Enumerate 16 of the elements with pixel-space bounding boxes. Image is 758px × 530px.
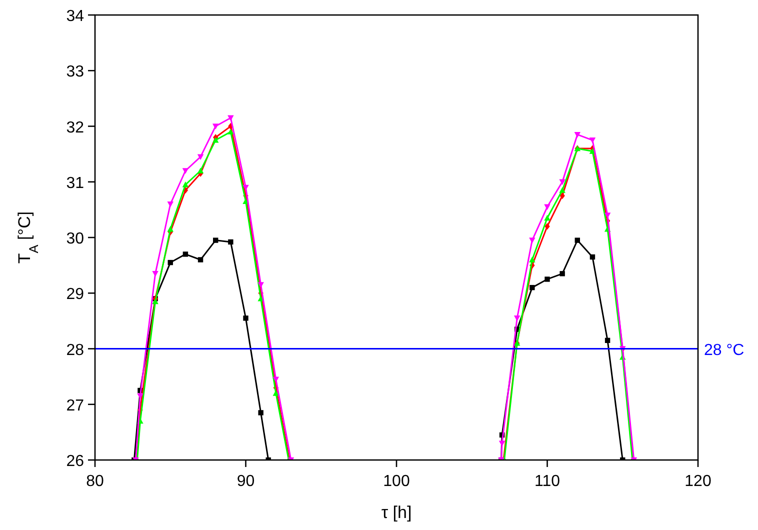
y-tick-label: 30: [66, 230, 84, 248]
y-tick-label: 34: [66, 8, 84, 25]
x-tick-label: 110: [534, 473, 560, 490]
y-tick-label: 32: [66, 119, 84, 136]
y-tick-label: 33: [66, 64, 84, 81]
x-tick-label: 100: [383, 473, 410, 490]
x-tick-label: 80: [86, 473, 104, 490]
ref-line-label: 28 °C: [704, 342, 744, 359]
y-tick-label: 27: [66, 397, 84, 414]
y-tick-label: 31: [66, 174, 84, 192]
x-tick-label: 120: [684, 473, 712, 490]
x-axis-title: τ [h]: [381, 503, 412, 522]
x-tick-label: 90: [236, 473, 255, 490]
y-tick-label: 26: [66, 453, 84, 470]
y-tick-label: 28: [66, 342, 84, 359]
y-tick-label: 29: [66, 286, 84, 304]
